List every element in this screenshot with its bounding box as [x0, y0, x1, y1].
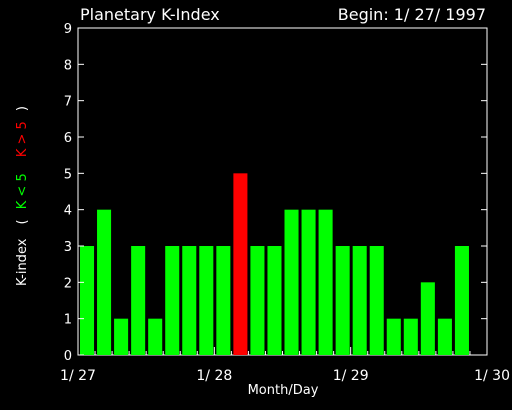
y-tick-label: 6 — [64, 131, 72, 146]
x-tick-label: 1/ 28 — [196, 368, 232, 384]
y-label-open-paren: ( — [15, 219, 30, 224]
bar — [97, 209, 112, 355]
bar — [437, 318, 452, 355]
bar — [369, 246, 384, 355]
bar — [148, 318, 163, 355]
y-tick-label: 0 — [64, 349, 72, 364]
y-label-prefix: K-index — [15, 238, 30, 286]
bar — [318, 209, 333, 355]
y-tick-label: 5 — [64, 167, 72, 182]
bar — [352, 246, 367, 355]
bar — [301, 209, 316, 355]
y-label-close-paren: ) — [15, 106, 30, 111]
x-tick-label: 1/ 27 — [60, 368, 96, 384]
y-axis-ticks: 0 1 2 3 4 5 6 7 8 9 — [64, 22, 487, 364]
bar — [386, 318, 401, 355]
bar — [165, 246, 180, 355]
y-tick-label: 1 — [64, 313, 72, 328]
y-tick-label: 3 — [64, 240, 72, 255]
bar — [403, 318, 418, 355]
bar — [250, 246, 265, 355]
bars-group — [80, 173, 469, 355]
bar — [182, 246, 197, 355]
x-tick-label: 1/ 29 — [333, 368, 369, 384]
y-tick-label: 9 — [64, 22, 72, 37]
bar — [454, 246, 469, 355]
y-label-high-range: K > 5 — [15, 121, 30, 157]
bar — [114, 318, 129, 355]
bar — [216, 246, 231, 355]
chart-title: Planetary K-Index — [80, 5, 220, 24]
bar — [80, 246, 95, 355]
chart-subtitle: Begin: 1/ 27/ 1997 — [338, 5, 486, 24]
bar — [267, 246, 282, 355]
x-axis-label: Month/Day — [248, 383, 319, 398]
bar — [199, 246, 214, 355]
bar — [131, 246, 146, 355]
y-tick-label: 4 — [64, 204, 72, 219]
x-axis-ticks: 1/ 27 1/ 28 1/ 29 1/ 30 — [60, 347, 510, 384]
bar — [335, 246, 350, 355]
x-tick-label: 1/ 30 — [474, 368, 510, 384]
bar — [284, 209, 299, 355]
bar — [420, 282, 435, 355]
y-axis-label: K-index ( K < 5 K > 5 ) — [15, 106, 30, 286]
bar — [233, 173, 248, 355]
y-tick-label: 7 — [64, 95, 72, 110]
y-tick-label: 2 — [64, 276, 72, 291]
y-label-low-range: K < 5 — [15, 173, 30, 209]
y-tick-label: 8 — [64, 58, 72, 73]
